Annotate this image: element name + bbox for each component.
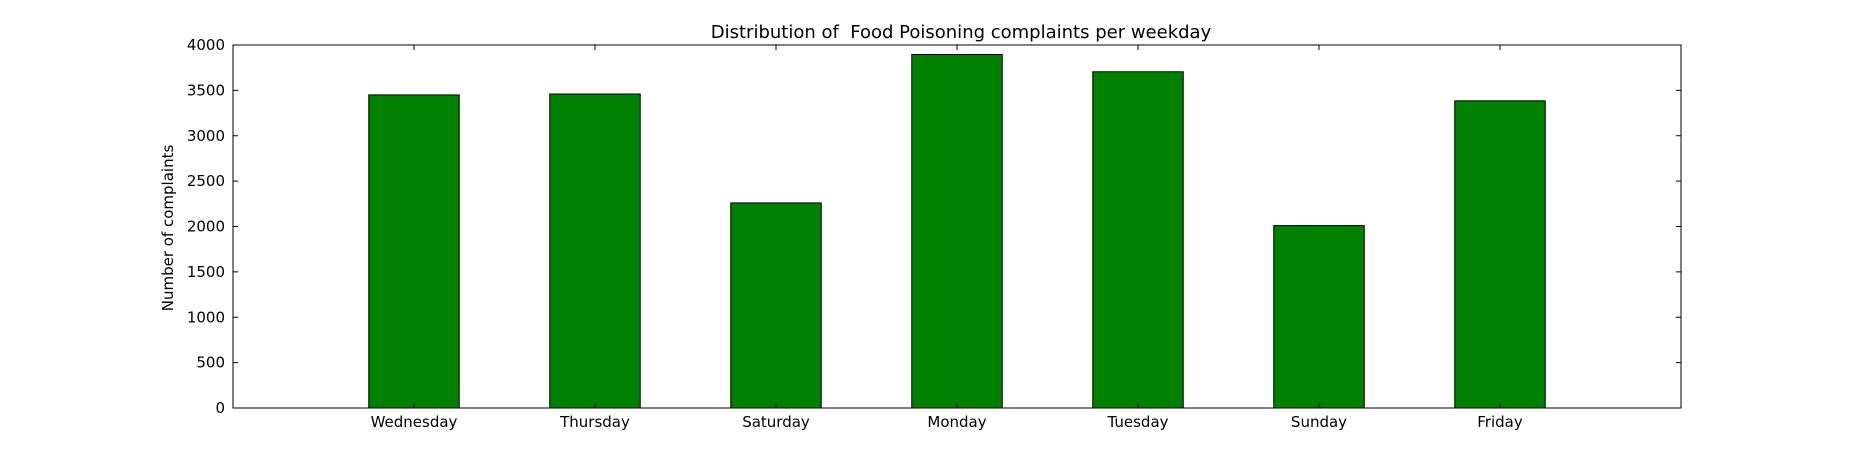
y-tick-label: 3000 [187,127,225,145]
y-axis-label: Number of complaints [159,145,177,312]
bar-friday [1454,100,1546,409]
x-tick-label-thursday: Thursday [559,413,630,431]
y-tick-label: 1500 [187,263,225,281]
plot-area: 0 500 1000 1500 2000 2500 3000 3500 4000 Wednesda… [187,36,1682,431]
bar-sunday [1273,225,1365,409]
x-tick-label-monday: Monday [927,413,986,431]
bar-monday [911,54,1003,409]
x-tick-label-wednesday: Wednesday [371,413,458,431]
chart-title: Distribution of Food Poisoning complaint… [711,22,1212,43]
x-tick-label-sunday: Sunday [1291,413,1347,431]
y-tick-label: 0 [215,399,225,417]
x-tick-label-saturday: Saturday [742,413,810,431]
bar-thursday [549,93,641,409]
bar-wednesday [368,94,460,409]
y-tick-label: 500 [196,354,225,372]
y-tick-label: 3500 [187,81,225,99]
y-tick-label: 4000 [187,36,225,54]
y-tick-label: 2500 [187,172,225,190]
x-tick-label-tuesday: Tuesday [1106,413,1168,431]
y-tick-label: 2000 [187,218,225,236]
bar-tuesday [1092,71,1184,409]
y-tick-label: 1000 [187,308,225,326]
x-tick-label-friday: Friday [1477,413,1523,431]
bar-saturday [730,202,822,409]
